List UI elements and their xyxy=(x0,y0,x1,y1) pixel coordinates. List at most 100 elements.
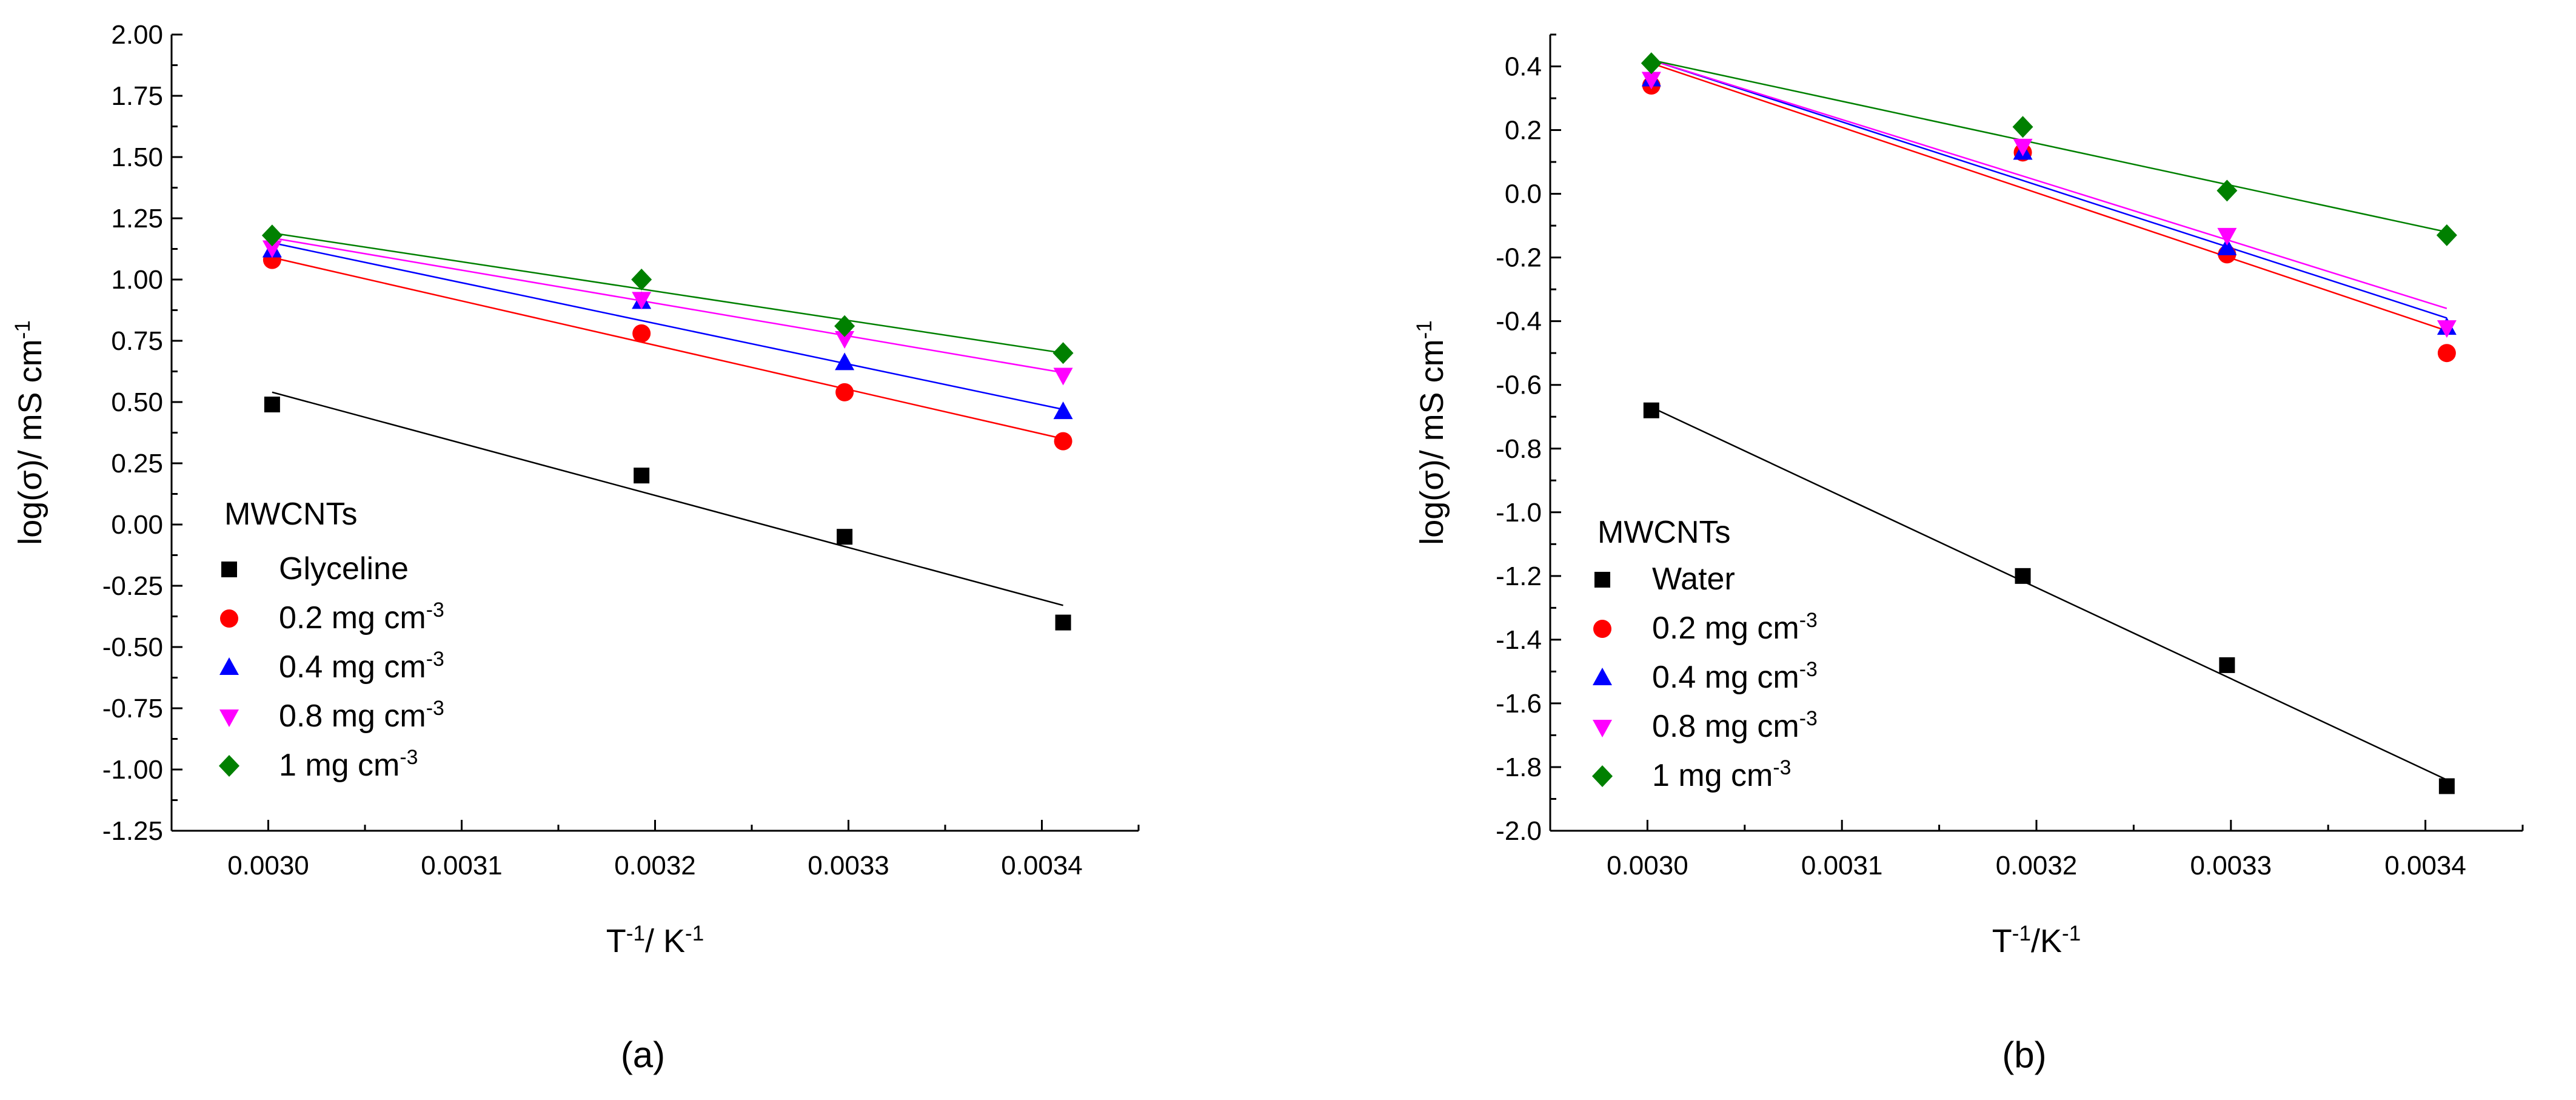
y-tick-label: 0.50 xyxy=(111,387,163,417)
data-point xyxy=(262,240,282,258)
chart-panel-b: -2.0 -1.8 -1.6 -1.4 -1.2 -1.0 -0.8 -0.6 -0.4 -0.2… xyxy=(1413,33,2524,1075)
panel-label: (a) xyxy=(621,1035,665,1075)
legend-title: MWCNTs xyxy=(224,497,358,532)
fit-line xyxy=(1651,62,2447,332)
chart-panel-a: -1.25 -1.00 -0.75 -0.50 -0.25 0.00 0.25 0.50 0.7… xyxy=(11,20,1140,1075)
legend-marker xyxy=(1593,620,1611,638)
y-axis-label: log(σ)/ mS cm-1 xyxy=(11,320,49,545)
legend-marker xyxy=(219,755,239,777)
data-point xyxy=(2217,237,2237,255)
legend-label: 0.2 mg cm-3 xyxy=(279,599,444,636)
x-tick-label: 0.0030 xyxy=(227,851,309,880)
y-tick-label: -1.4 xyxy=(1496,625,1542,655)
data-point xyxy=(1055,614,1071,631)
y-tick-label: -0.75 xyxy=(102,694,163,723)
x-axis-label: T-1/K-1 xyxy=(1992,922,2081,960)
legend-label: 1 mg cm-3 xyxy=(279,746,418,783)
fit-line xyxy=(272,257,1063,440)
data-point xyxy=(2438,778,2455,794)
legend-label: 0.2 mg cm-3 xyxy=(1652,609,1818,646)
legend-label: 0.4 mg cm-3 xyxy=(279,648,444,685)
data-point xyxy=(835,383,854,401)
y-tick-label: -1.00 xyxy=(102,755,163,785)
y-tick-label: -1.2 xyxy=(1496,562,1542,591)
legend-marker xyxy=(1593,668,1612,685)
x-tick-label: 0.0031 xyxy=(1801,851,1883,880)
y-tick-label: -0.6 xyxy=(1496,371,1542,400)
y-tick-label: -0.2 xyxy=(1496,243,1542,273)
data-point xyxy=(261,224,283,247)
y-tick-label: 2.00 xyxy=(111,20,163,50)
y-tick-label: -0.8 xyxy=(1496,434,1542,464)
y-tick-label: -1.25 xyxy=(102,816,163,846)
data-point xyxy=(1053,401,1073,420)
fit-line xyxy=(272,391,1063,606)
data-point xyxy=(2437,344,2456,363)
legend-label: 1 mg cm-3 xyxy=(1652,756,1791,793)
x-tick-label: 0.0032 xyxy=(614,851,696,880)
data-point xyxy=(2216,179,2238,202)
x-tick-label: 0.0031 xyxy=(421,851,503,880)
y-tick-label: 0.75 xyxy=(111,326,163,356)
data-point xyxy=(632,324,651,343)
x-axis-label: T-1/ K-1 xyxy=(606,922,704,960)
data-point xyxy=(1641,52,1662,75)
fit-line xyxy=(272,232,1063,354)
fit-line xyxy=(272,242,1063,411)
y-tick-label: -2.0 xyxy=(1496,816,1542,846)
legend-marker xyxy=(1593,720,1612,737)
data-point xyxy=(631,269,652,290)
y-tick-label: -0.4 xyxy=(1496,307,1542,337)
legend-marker xyxy=(219,709,239,727)
data-point xyxy=(634,468,650,484)
legend-label: Water xyxy=(1652,562,1735,597)
y-tick-label: 1.50 xyxy=(111,143,163,172)
x-tick-label: 0.0030 xyxy=(1607,851,1688,880)
data-point xyxy=(835,330,855,349)
legend-label: 0.8 mg cm-3 xyxy=(279,697,444,734)
y-tick-label: -0.25 xyxy=(102,571,163,601)
legend-title: MWCNTs xyxy=(1597,515,1731,550)
y-tick-label: 1.25 xyxy=(111,204,163,233)
legend-label: 0.8 mg cm-3 xyxy=(1652,707,1818,744)
data-point xyxy=(2437,320,2457,338)
data-point xyxy=(264,397,280,413)
x-tick-label: 0.0032 xyxy=(1996,851,2078,880)
data-point xyxy=(1643,402,1659,418)
y-tick-label: 0.00 xyxy=(111,510,163,540)
y-tick-label: 0.2 xyxy=(1505,116,1542,146)
data-point xyxy=(2219,657,2235,673)
data-point xyxy=(835,352,855,371)
legend-label: 0.4 mg cm-3 xyxy=(1652,658,1818,695)
legend-marker xyxy=(220,609,238,628)
x-tick-label: 0.0033 xyxy=(808,851,889,880)
data-point xyxy=(1053,367,1073,386)
y-tick-label: -0.50 xyxy=(102,632,163,662)
panel-label: (b) xyxy=(2002,1035,2046,1075)
data-point xyxy=(837,529,853,545)
legend-label: Glyceline xyxy=(279,551,409,586)
data-point xyxy=(2015,568,2031,584)
x-tick-label: 0.0034 xyxy=(2384,851,2466,880)
x-tick-label: 0.0034 xyxy=(1001,851,1083,880)
data-point xyxy=(2217,227,2237,246)
y-tick-label: -1.8 xyxy=(1496,753,1542,782)
fit-line xyxy=(1651,406,2447,781)
y-tick-label: 1.00 xyxy=(111,265,163,295)
fit-line xyxy=(272,237,1063,374)
y-axis-label: log(σ)/ mS cm-1 xyxy=(1413,320,1451,545)
data-point xyxy=(1054,432,1072,451)
fit-line xyxy=(1651,59,2447,233)
x-tick-label: 0.0033 xyxy=(2190,851,2272,880)
legend-marker xyxy=(1592,765,1613,787)
fit-line xyxy=(1651,59,2447,319)
legend-marker xyxy=(219,657,239,675)
data-point xyxy=(2012,116,2033,138)
data-point xyxy=(834,315,855,337)
y-tick-label: 0.4 xyxy=(1505,52,1542,82)
y-tick-label: 0.25 xyxy=(111,449,163,478)
y-tick-label: 0.0 xyxy=(1505,179,1542,209)
data-point xyxy=(632,292,652,310)
data-point xyxy=(2436,224,2457,246)
data-point xyxy=(2013,138,2033,156)
